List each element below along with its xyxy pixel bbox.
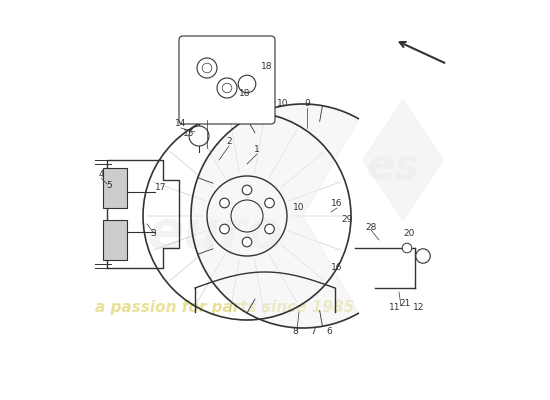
Text: a passion for parts since 1985: a passion for parts since 1985 — [95, 300, 354, 315]
Circle shape — [265, 224, 274, 234]
Text: 2: 2 — [226, 138, 232, 146]
Text: 21: 21 — [399, 300, 411, 308]
Text: 10: 10 — [293, 204, 305, 212]
Text: 1: 1 — [254, 146, 260, 154]
Text: euro: euro — [147, 207, 283, 259]
Text: 9: 9 — [304, 100, 310, 108]
Text: 8: 8 — [292, 328, 298, 336]
Polygon shape — [191, 104, 359, 328]
Text: 20: 20 — [403, 230, 415, 238]
Text: 15: 15 — [183, 130, 195, 138]
Text: 14: 14 — [175, 120, 186, 128]
Text: 28: 28 — [365, 224, 377, 232]
Text: 18: 18 — [261, 62, 272, 71]
Text: 18: 18 — [239, 90, 250, 98]
Text: 5: 5 — [106, 182, 112, 190]
Text: es: es — [367, 147, 420, 189]
Circle shape — [219, 224, 229, 234]
Text: 17: 17 — [155, 184, 167, 192]
Circle shape — [265, 198, 274, 208]
Text: 6: 6 — [326, 328, 332, 336]
Text: 16: 16 — [331, 264, 343, 272]
Circle shape — [242, 237, 252, 247]
Bar — [103, 168, 127, 208]
Polygon shape — [363, 100, 443, 220]
Circle shape — [416, 249, 430, 263]
Bar — [103, 220, 127, 260]
Text: 11: 11 — [389, 304, 401, 312]
Text: 3: 3 — [150, 230, 156, 238]
FancyBboxPatch shape — [179, 36, 275, 124]
Text: 10: 10 — [277, 100, 289, 108]
Text: 7: 7 — [310, 328, 316, 336]
Text: 16: 16 — [331, 200, 343, 208]
Text: 12: 12 — [413, 304, 425, 312]
Text: 4: 4 — [98, 170, 104, 178]
Circle shape — [219, 198, 229, 208]
Circle shape — [402, 243, 412, 253]
Circle shape — [189, 126, 209, 146]
Circle shape — [242, 185, 252, 195]
Text: 29: 29 — [342, 216, 353, 224]
